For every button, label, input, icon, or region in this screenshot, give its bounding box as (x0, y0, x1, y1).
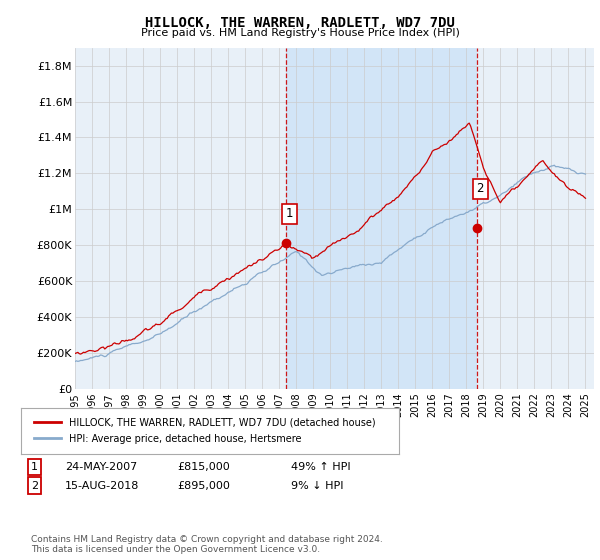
Text: 9% ↓ HPI: 9% ↓ HPI (291, 480, 343, 491)
Text: 15-AUG-2018: 15-AUG-2018 (65, 480, 139, 491)
Text: Contains HM Land Registry data © Crown copyright and database right 2024.
This d: Contains HM Land Registry data © Crown c… (31, 535, 383, 554)
Text: £815,000: £815,000 (177, 462, 230, 472)
Legend: HILLOCK, THE WARREN, RADLETT, WD7 7DU (detached house), HPI: Average price, deta: HILLOCK, THE WARREN, RADLETT, WD7 7DU (d… (29, 414, 379, 447)
Text: £895,000: £895,000 (177, 480, 230, 491)
Text: 2: 2 (476, 182, 484, 195)
Text: 49% ↑ HPI: 49% ↑ HPI (291, 462, 350, 472)
Bar (286, 48, 477, 389)
Text: 2: 2 (31, 480, 38, 491)
Text: 24-MAY-2007: 24-MAY-2007 (65, 462, 137, 472)
Text: 1: 1 (286, 207, 293, 221)
Text: HILLOCK, THE WARREN, RADLETT, WD7 7DU: HILLOCK, THE WARREN, RADLETT, WD7 7DU (145, 16, 455, 30)
Text: Price paid vs. HM Land Registry's House Price Index (HPI): Price paid vs. HM Land Registry's House … (140, 28, 460, 38)
Text: 1: 1 (31, 462, 38, 472)
